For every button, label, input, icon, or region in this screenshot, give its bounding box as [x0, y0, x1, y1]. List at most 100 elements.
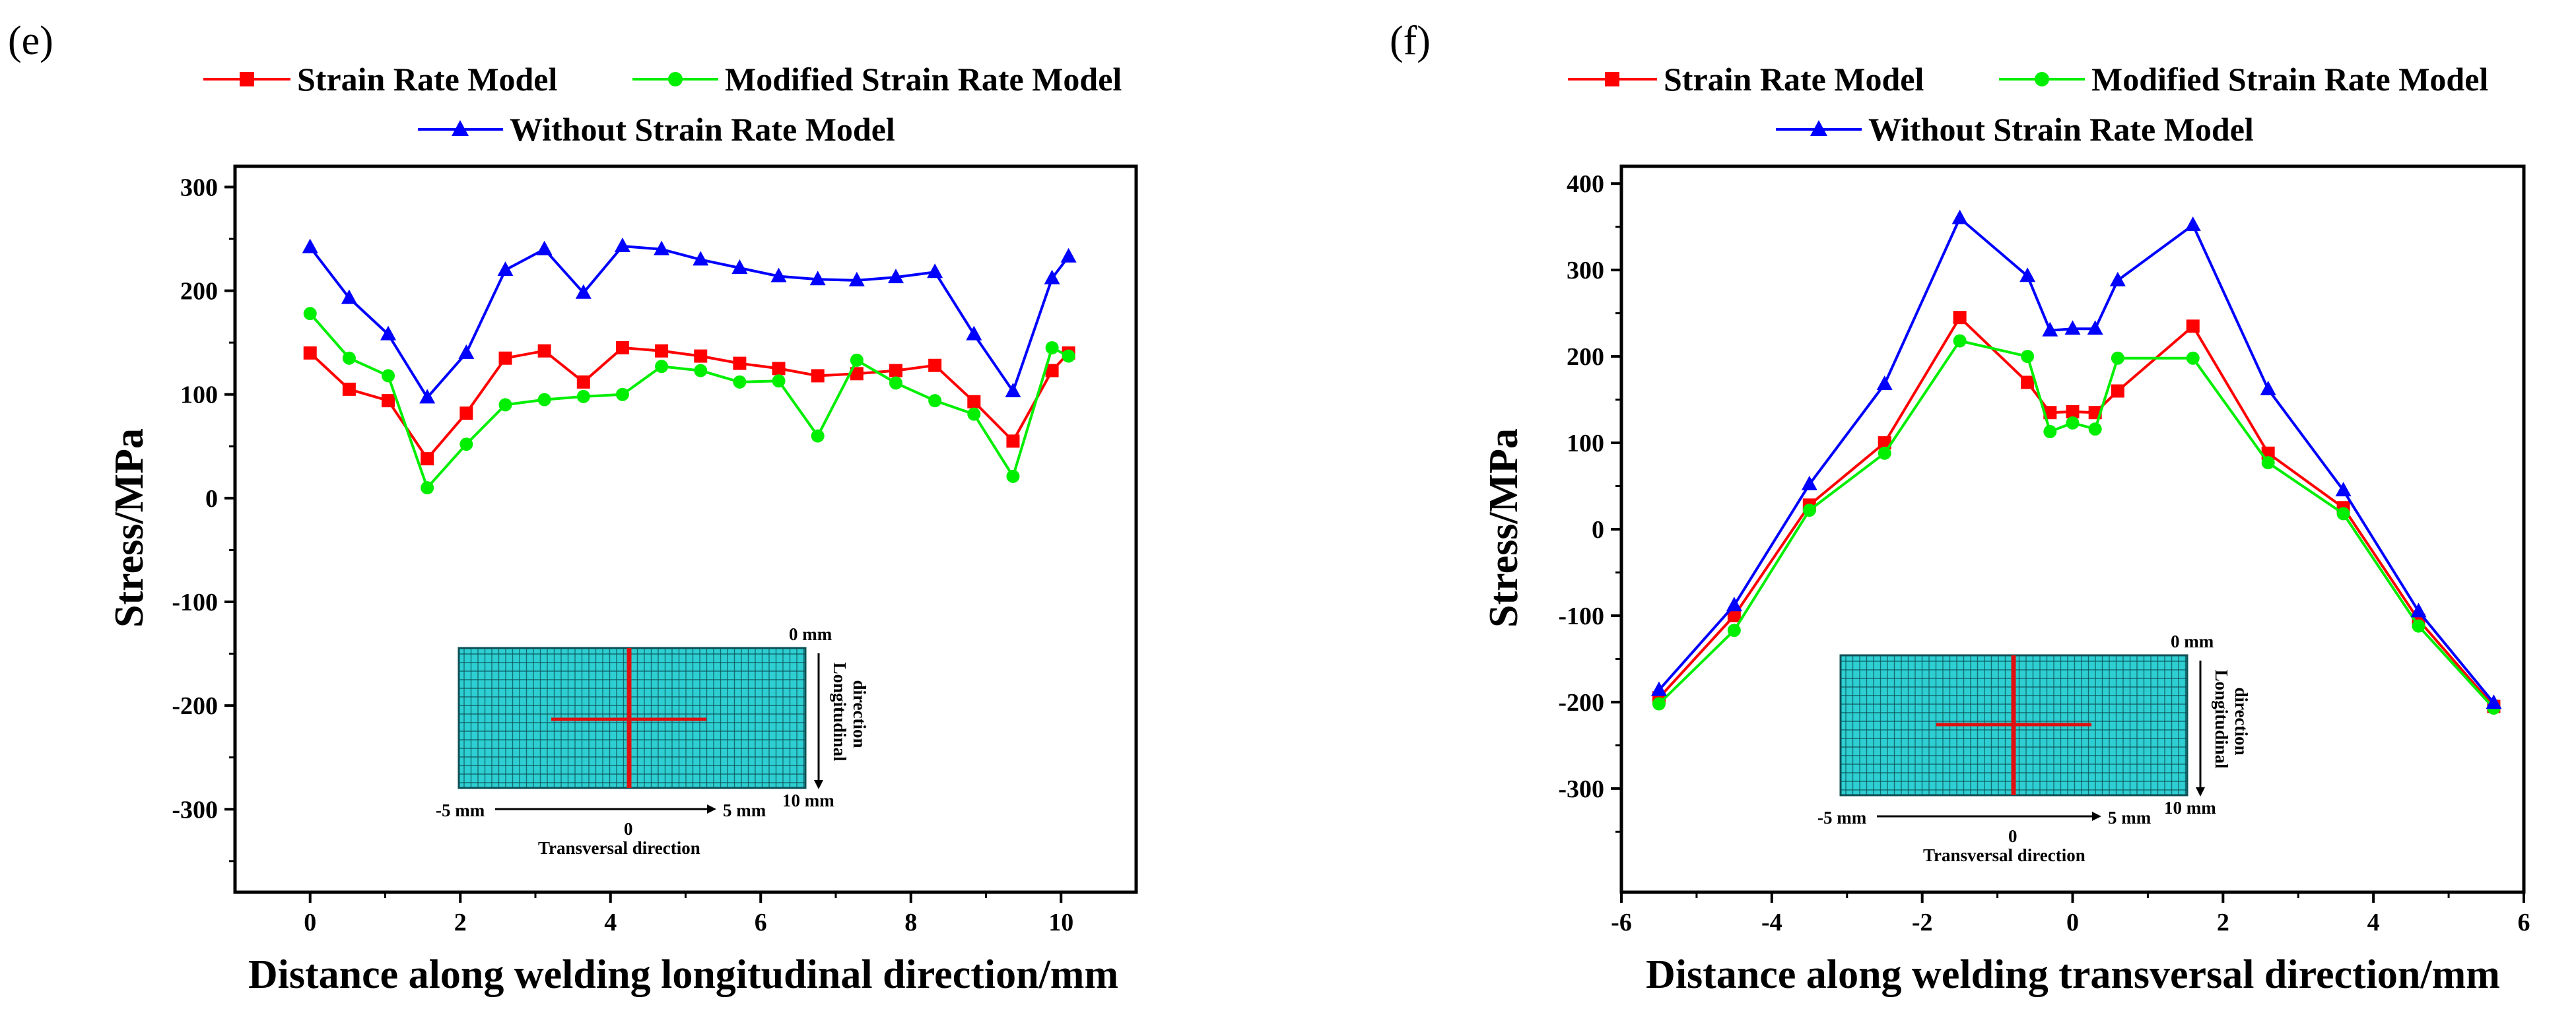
x-tick-label: -4 — [1761, 909, 1782, 936]
inset-zero-mm: 0 mm — [789, 624, 832, 644]
data-point-strain-rate — [421, 452, 434, 466]
x-tick-label: 4 — [604, 909, 617, 936]
inset-plus-five: 5 mm — [2108, 808, 2152, 828]
y-tick-label: 200 — [1567, 343, 1604, 371]
data-point-without-strain-rate — [380, 325, 397, 341]
data-point-modified-strain-rate — [1953, 334, 1967, 348]
inset-minus-five: -5 mm — [436, 800, 485, 820]
data-point-modified-strain-rate — [928, 394, 942, 408]
y-tick-label: 100 — [1567, 430, 1604, 457]
data-point-without-strain-rate — [536, 240, 553, 255]
inset-longitudinal-line1: Longitudinal — [830, 663, 850, 762]
data-point-modified-strain-rate — [1727, 624, 1741, 637]
data-point-modified-strain-rate — [850, 353, 864, 367]
series-line-without-strain-rate — [1658, 216, 2495, 704]
data-point-strain-rate — [2021, 375, 2035, 389]
data-point-modified-strain-rate — [889, 376, 902, 390]
data-point-without-strain-rate — [848, 271, 865, 286]
data-point-strain-rate — [1006, 434, 1020, 448]
transversal-arrowhead — [707, 804, 716, 814]
data-point-without-strain-rate — [2064, 320, 2081, 335]
data-point-modified-strain-rate — [537, 393, 551, 407]
panel-label: (f) — [1390, 18, 1431, 63]
data-point-modified-strain-rate — [2043, 425, 2057, 439]
legend-marker — [1605, 72, 1619, 86]
data-point-modified-strain-rate — [2261, 456, 2275, 470]
data-point-without-strain-rate — [1951, 209, 1968, 224]
data-point-modified-strain-rate — [2066, 416, 2080, 430]
data-point-without-strain-rate — [888, 269, 904, 284]
data-point-without-strain-rate — [1650, 681, 1667, 696]
x-tick-label: 4 — [2367, 909, 2380, 936]
data-point-modified-strain-rate — [2186, 351, 2200, 365]
data-point-without-strain-rate — [809, 271, 826, 286]
data-point-modified-strain-rate — [1062, 349, 1075, 363]
data-point-modified-strain-rate — [303, 307, 317, 321]
data-point-modified-strain-rate — [1652, 697, 1666, 711]
data-point-modified-strain-rate — [1006, 469, 1020, 483]
panel-label: (e) — [8, 18, 53, 63]
y-tick-label: 400 — [1567, 170, 1604, 198]
data-point-without-strain-rate — [1801, 475, 1817, 490]
data-point-strain-rate — [733, 356, 747, 370]
data-point-without-strain-rate — [2185, 216, 2201, 232]
data-point-without-strain-rate — [1005, 383, 1021, 397]
legend-item-strain-rate: Strain Rate Model — [1568, 61, 1924, 98]
y-tick-label: -200 — [1558, 689, 1604, 717]
longitudinal-arrowhead — [814, 780, 823, 789]
data-point-strain-rate — [459, 407, 473, 420]
x-tick-label: 0 — [304, 909, 316, 936]
legend-marker — [1810, 120, 1827, 136]
panel-e: (e) Strain Rate Model Modified Strain Ra… — [8, 18, 1138, 997]
y-tick-label: -100 — [1558, 603, 1604, 630]
data-point-without-strain-rate — [2087, 320, 2103, 335]
data-point-without-strain-rate — [419, 389, 436, 404]
y-tick-label: 300 — [1567, 257, 1604, 284]
data-point-modified-strain-rate — [733, 375, 747, 389]
legend-label: Modified Strain Rate Model — [725, 61, 1122, 98]
data-point-without-strain-rate — [614, 238, 630, 252]
y-tick-label: 0 — [1592, 516, 1604, 544]
data-point-strain-rate — [1953, 311, 1967, 325]
data-point-strain-rate — [655, 344, 669, 358]
inset-ten-mm: 10 mm — [782, 791, 834, 810]
inset-ten-mm: 10 mm — [2164, 798, 2216, 818]
data-point-without-strain-rate — [770, 267, 787, 282]
y-axis-title: Stress/MPa — [1481, 428, 1526, 628]
legend-label: Modified Strain Rate Model — [2091, 61, 2488, 98]
inset-transversal-label: Transversal direction — [538, 838, 700, 858]
inset-center-zero: 0 — [624, 819, 633, 839]
data-point-strain-rate — [1045, 364, 1059, 377]
transversal-arrowhead — [2092, 812, 2101, 821]
data-point-strain-rate — [382, 394, 395, 408]
data-point-without-strain-rate — [966, 325, 982, 341]
legend-label: Strain Rate Model — [1664, 61, 1924, 98]
legend-label: Without Strain Rate Model — [510, 111, 895, 148]
data-point-strain-rate — [303, 346, 317, 360]
y-tick-label: 100 — [180, 381, 218, 409]
data-point-strain-rate — [967, 395, 981, 408]
data-point-modified-strain-rate — [655, 360, 669, 374]
legend-item-without: Without Strain Rate Model — [418, 111, 895, 148]
data-point-without-strain-rate — [497, 261, 514, 277]
data-point-modified-strain-rate — [772, 374, 786, 388]
x-tick-label: 6 — [755, 909, 767, 936]
x-tick-label: 8 — [904, 909, 917, 936]
axes: 0 2 4 6 8 10 -300 -200 -100 0 100 200 300 — [172, 174, 1073, 936]
legend-item-strain-rate: Strain Rate Model — [203, 61, 557, 98]
data-point-modified-strain-rate — [421, 481, 434, 495]
data-point-without-strain-rate — [2410, 603, 2427, 618]
data-point-without-strain-rate — [1876, 375, 1893, 390]
x-tick-label: 2 — [2217, 909, 2229, 936]
inset-longitudinal-label: Longitudinal direction — [2212, 670, 2251, 773]
data-point-strain-rate — [537, 344, 551, 358]
data-point-without-strain-rate — [654, 240, 670, 255]
inset-longitudinal-line1: Longitudinal — [2212, 670, 2231, 769]
data-point-modified-strain-rate — [2412, 619, 2425, 633]
data-point-without-strain-rate — [2109, 271, 2126, 286]
data-point-modified-strain-rate — [2088, 422, 2102, 436]
x-tick-label: -2 — [1912, 909, 1933, 936]
data-point-modified-strain-rate — [576, 389, 590, 403]
data-point-modified-strain-rate — [2111, 351, 2124, 365]
